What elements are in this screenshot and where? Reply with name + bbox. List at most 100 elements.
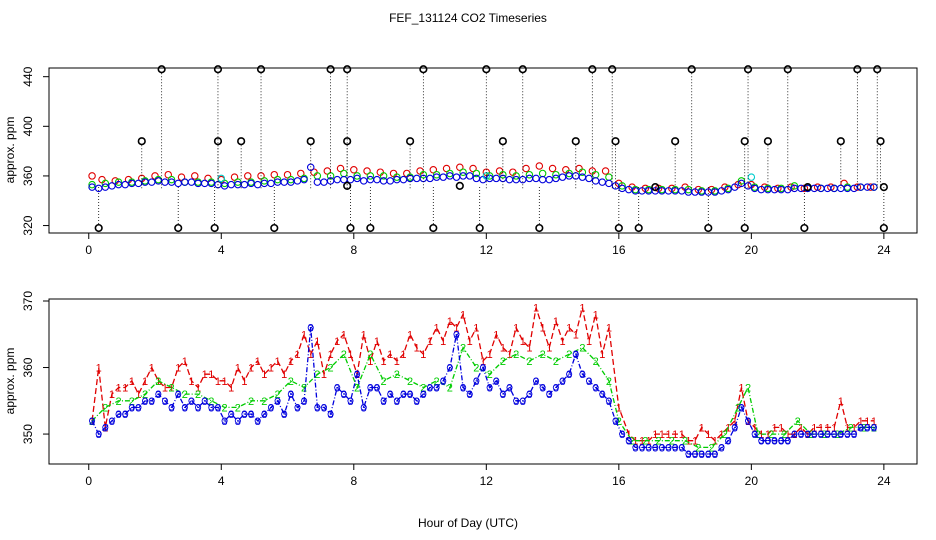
marker-1: 1 [407, 329, 413, 341]
marker-2: 2 [808, 429, 814, 441]
point-blue [340, 175, 348, 184]
point-3 [473, 377, 480, 384]
point-green [88, 180, 96, 189]
point-black-high [687, 65, 696, 74]
marker-2: 2 [682, 436, 688, 448]
point-green [472, 169, 481, 178]
marker-1: 1 [222, 376, 228, 388]
marker-3: 3 [811, 429, 817, 441]
marker-1: 1 [427, 336, 433, 348]
marker-2: 2 [102, 402, 108, 414]
marker-2: 2 [566, 349, 572, 361]
marker-3: 3 [208, 402, 214, 414]
marker-3: 3 [699, 449, 705, 461]
marker-3: 3 [275, 396, 281, 408]
point-blue [386, 177, 394, 185]
point-black-mid [343, 181, 352, 190]
point-red [297, 169, 305, 178]
marker-1: 1 [420, 349, 426, 361]
marker-3: 3 [255, 416, 261, 428]
point-3 [817, 431, 824, 438]
marker-3: 3 [824, 429, 830, 441]
marker-3: 3 [142, 396, 148, 408]
marker-2: 2 [526, 356, 532, 368]
point-3 [301, 397, 308, 404]
point-blue [161, 178, 169, 186]
marker-3: 3 [672, 442, 678, 454]
marker-1: 1 [573, 329, 579, 341]
marker-1: 1 [202, 369, 208, 381]
marker-1: 1 [646, 436, 652, 448]
marker-2: 2 [606, 376, 612, 388]
point-blue [439, 173, 447, 181]
marker-1: 1 [493, 329, 499, 341]
marker-2: 2 [394, 369, 400, 381]
marker-3: 3 [851, 429, 857, 441]
point-blue [412, 174, 421, 183]
series-black-high [137, 65, 885, 189]
marker-3: 3 [314, 402, 320, 414]
point-green [565, 169, 573, 178]
point-3 [566, 371, 573, 378]
point-3 [168, 404, 175, 411]
marker-1: 1 [182, 356, 188, 368]
marker-1: 1 [341, 329, 347, 341]
point-red [853, 183, 862, 191]
chart-title: FEF_131124 CO2 Timeseries [389, 11, 547, 25]
point-black-low [475, 223, 484, 233]
point-3 [307, 324, 314, 331]
point-black-high [783, 65, 792, 74]
point-green [446, 169, 454, 178]
point-3 [440, 377, 447, 384]
point-black-high [743, 65, 753, 74]
marker-1: 1 [758, 429, 764, 441]
marker-1: 1 [400, 349, 406, 361]
marker-2: 2 [155, 376, 161, 388]
marker-1: 1 [414, 343, 420, 355]
point-blue [359, 177, 368, 185]
point-red [191, 172, 199, 180]
point-3 [851, 431, 858, 438]
marker-3: 3 [394, 396, 400, 408]
marker-2: 2 [447, 382, 453, 394]
marker-1: 1 [241, 376, 247, 388]
marker-2: 2 [116, 396, 122, 408]
point-black-high [608, 65, 617, 74]
marker-3: 3 [261, 409, 267, 421]
marker-2: 2 [354, 382, 360, 394]
point-3 [115, 411, 122, 418]
marker-1: 1 [142, 376, 148, 388]
top-x-tick-label: 8 [350, 243, 357, 257]
top-x-tick-label: 24 [877, 243, 891, 257]
point-green [340, 169, 348, 178]
point-3 [758, 437, 765, 444]
point-green [432, 170, 441, 179]
marker-3: 3 [626, 436, 632, 448]
bottom-x-tick-label: 20 [745, 474, 759, 488]
point-3 [539, 384, 546, 391]
point-3 [334, 384, 341, 391]
marker-1: 1 [752, 422, 758, 434]
marker-1: 1 [301, 329, 307, 341]
marker-2: 2 [182, 389, 188, 401]
marker-1: 1 [745, 416, 751, 428]
point-blue [108, 182, 116, 190]
point-green [260, 177, 269, 185]
top-y-tick-label: 320 [21, 215, 35, 235]
point-red [456, 163, 464, 171]
point-3 [95, 431, 102, 438]
marker-1: 1 [473, 323, 479, 335]
marker-2: 2 [722, 429, 728, 441]
marker-3: 3 [593, 382, 599, 394]
point-3 [685, 450, 692, 458]
marker-1: 1 [712, 436, 718, 448]
marker-3: 3 [606, 396, 612, 408]
point-3 [267, 404, 275, 411]
point-3 [155, 391, 162, 398]
bottom-y-tick-label: 370 [21, 291, 35, 311]
point-blue [399, 175, 408, 184]
point-blue [121, 180, 129, 189]
marker-1: 1 [659, 429, 665, 441]
point-3 [612, 417, 619, 424]
point-black-mid [651, 182, 660, 192]
